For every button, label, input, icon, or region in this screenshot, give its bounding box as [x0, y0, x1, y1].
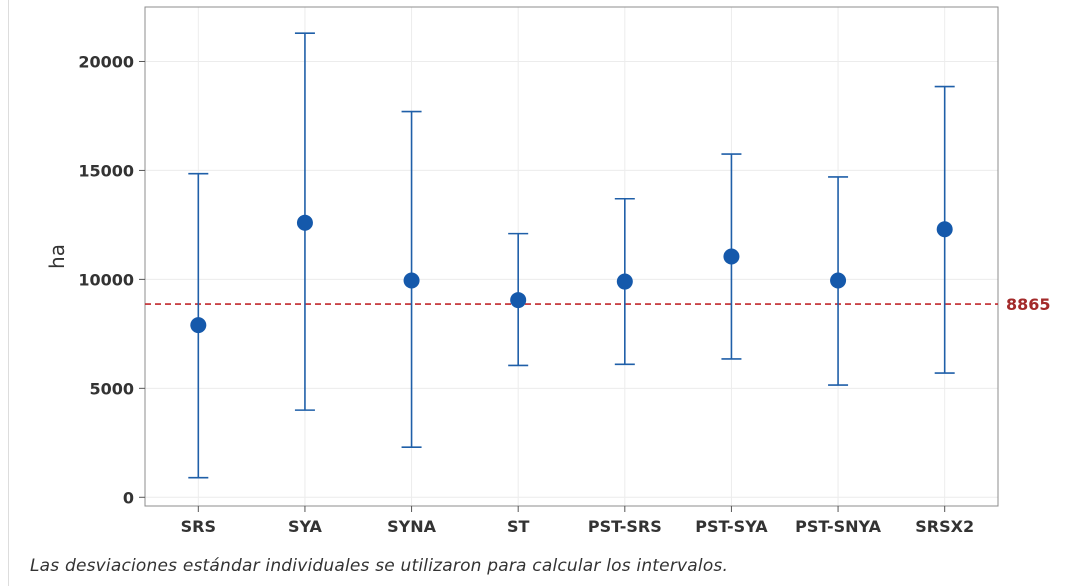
- interval-pst-snya: [828, 176, 849, 386]
- interval-pst-sya: [721, 153, 742, 360]
- mean-point: [296, 214, 313, 231]
- left-border: [8, 0, 9, 586]
- y-tick-label: 5000: [89, 379, 134, 398]
- interval-pst-srs: [614, 197, 635, 366]
- interval-plot: 0 5000 10000 15000 20000 SRS SYA SYNA ST PST-SRS…: [45, 6, 1051, 536]
- mean-point: [510, 292, 527, 309]
- y-tick-label: 15000: [78, 161, 134, 180]
- y-tick-label: 10000: [78, 270, 134, 289]
- y-tick-label: 20000: [78, 52, 134, 71]
- mean-point: [403, 272, 420, 289]
- x-axis: SRS SYA SYNA ST PST-SRS PST-SYA PST-SNYA SRSX2: [181, 506, 974, 536]
- interval-st: [508, 232, 529, 367]
- interval-syna: [401, 110, 422, 448]
- x-tick-label: SRS: [181, 517, 216, 536]
- mean-point: [936, 221, 953, 238]
- reference-line-label: 8865: [1006, 295, 1051, 314]
- x-tick-label: PST-SNYA: [795, 517, 881, 536]
- x-tick-label: PST-SYA: [695, 517, 768, 536]
- y-axis-label: ha: [45, 244, 69, 269]
- interval-srsx2: [934, 85, 955, 374]
- mean-point: [723, 248, 740, 265]
- mean-point: [190, 317, 207, 334]
- mean-point: [830, 272, 847, 289]
- y-tick-label: 0: [123, 488, 134, 507]
- mean-point: [616, 273, 633, 290]
- interval-srs: [188, 172, 209, 479]
- y-axis: 0 5000 10000 15000 20000: [78, 52, 145, 507]
- footnote: Las desviaciones estándar individuales s…: [30, 556, 729, 576]
- plot-frame: [144, 6, 999, 507]
- x-tick-label: ST: [507, 517, 530, 536]
- x-tick-label: SYA: [288, 517, 323, 536]
- intervals: [188, 32, 955, 479]
- x-tick-label: SYNA: [387, 517, 437, 536]
- interval-sya: [294, 32, 315, 411]
- x-tick-label: PST-SRS: [588, 517, 662, 536]
- grid: [145, 7, 998, 506]
- x-tick-label: SRSX2: [915, 517, 974, 536]
